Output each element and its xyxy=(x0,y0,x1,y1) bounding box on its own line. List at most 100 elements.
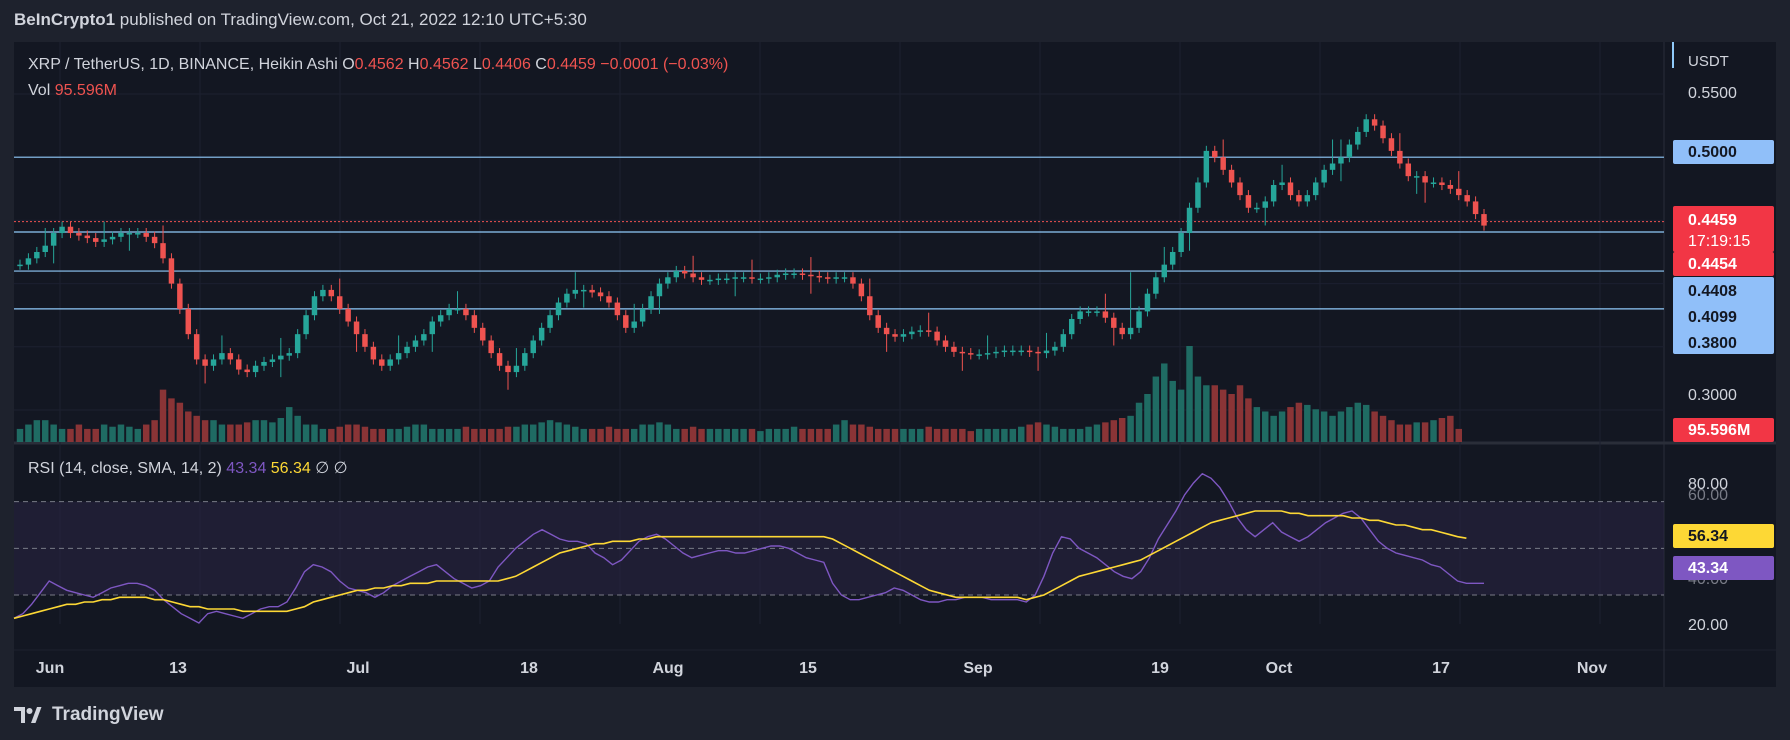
candle[interactable] xyxy=(715,278,722,281)
candle[interactable] xyxy=(1052,346,1058,351)
candle[interactable] xyxy=(883,327,890,335)
candle[interactable] xyxy=(84,235,91,239)
candle[interactable] xyxy=(917,330,924,332)
candle[interactable] xyxy=(505,365,511,373)
candle[interactable] xyxy=(202,359,208,366)
candle[interactable] xyxy=(336,296,343,309)
candle[interactable] xyxy=(345,308,351,322)
candle[interactable] xyxy=(968,353,974,355)
candle[interactable] xyxy=(1136,311,1142,328)
candle[interactable] xyxy=(766,277,772,279)
candle[interactable] xyxy=(530,340,536,354)
candle[interactable] xyxy=(42,245,48,252)
candle[interactable] xyxy=(1035,351,1041,354)
candle[interactable] xyxy=(67,226,74,234)
candle[interactable] xyxy=(909,331,915,335)
candle[interactable] xyxy=(1018,350,1024,353)
candle[interactable] xyxy=(126,233,133,235)
candle[interactable] xyxy=(219,353,225,360)
candle[interactable] xyxy=(841,277,848,279)
candle[interactable] xyxy=(833,277,839,279)
candle[interactable] xyxy=(1279,182,1285,186)
candle[interactable] xyxy=(1346,144,1353,158)
candle[interactable] xyxy=(1413,176,1420,178)
candle[interactable] xyxy=(1077,311,1083,319)
candle[interactable] xyxy=(724,278,730,281)
candle[interactable] xyxy=(421,334,427,341)
candle[interactable] xyxy=(867,296,873,316)
candle[interactable] xyxy=(1153,277,1159,294)
candle[interactable] xyxy=(631,321,637,328)
candle[interactable] xyxy=(177,283,183,309)
candle[interactable] xyxy=(1439,182,1445,186)
candle[interactable] xyxy=(673,270,680,278)
candle[interactable] xyxy=(92,238,99,242)
candle[interactable] xyxy=(1161,264,1168,278)
candle[interactable] xyxy=(1001,350,1008,353)
candle[interactable] xyxy=(496,353,503,366)
candle[interactable] xyxy=(1430,182,1437,184)
candle[interactable] xyxy=(1405,163,1412,177)
price-axis-area[interactable] xyxy=(1664,42,1776,687)
candle[interactable] xyxy=(278,355,284,360)
candle[interactable] xyxy=(160,243,166,259)
candle[interactable] xyxy=(252,365,259,373)
candle[interactable] xyxy=(1304,195,1311,202)
candle[interactable] xyxy=(1456,188,1462,196)
candle[interactable] xyxy=(454,308,461,311)
candle[interactable] xyxy=(236,359,242,370)
candle[interactable] xyxy=(379,359,385,366)
candle[interactable] xyxy=(564,293,570,303)
candle[interactable] xyxy=(623,315,629,328)
candle[interactable] xyxy=(328,289,335,297)
candle[interactable] xyxy=(606,296,612,303)
candle[interactable] xyxy=(269,359,276,362)
candle[interactable] xyxy=(555,302,562,316)
candle[interactable] xyxy=(1186,207,1193,234)
candle[interactable] xyxy=(244,369,250,373)
candle[interactable] xyxy=(757,278,764,281)
candle[interactable] xyxy=(639,308,646,322)
candle[interactable] xyxy=(1195,182,1201,208)
candle[interactable] xyxy=(976,354,982,356)
candle[interactable] xyxy=(824,277,831,279)
candle[interactable] xyxy=(395,353,402,360)
candle[interactable] xyxy=(614,302,621,316)
candle[interactable] xyxy=(1447,185,1454,189)
candle[interactable] xyxy=(480,327,486,341)
candle[interactable] xyxy=(353,321,360,335)
candle[interactable] xyxy=(774,274,780,278)
candle[interactable] xyxy=(1254,207,1260,210)
candle[interactable] xyxy=(1043,350,1050,354)
candle[interactable] xyxy=(597,292,604,297)
candle[interactable] xyxy=(1237,182,1243,196)
candle[interactable] xyxy=(1355,131,1361,145)
candle[interactable] xyxy=(1262,201,1268,208)
candle[interactable] xyxy=(446,308,452,316)
candle[interactable] xyxy=(984,353,991,355)
candle[interactable] xyxy=(1144,293,1151,312)
candle[interactable] xyxy=(1094,311,1100,313)
candle[interactable] xyxy=(1397,150,1403,164)
candle[interactable] xyxy=(437,315,444,322)
candle[interactable] xyxy=(1464,195,1470,202)
candle[interactable] xyxy=(412,340,419,347)
candle[interactable] xyxy=(17,264,23,267)
candle[interactable] xyxy=(135,233,141,235)
candle[interactable] xyxy=(286,353,292,356)
candle[interactable] xyxy=(404,346,410,354)
candle[interactable] xyxy=(1203,150,1210,183)
candle[interactable] xyxy=(690,273,696,278)
candle[interactable] xyxy=(740,277,747,279)
candle[interactable] xyxy=(900,334,907,337)
candle[interactable] xyxy=(547,315,553,328)
candle[interactable] xyxy=(648,296,654,309)
candle[interactable] xyxy=(1060,334,1067,347)
candle[interactable] xyxy=(791,273,797,275)
candle[interactable] xyxy=(1119,327,1125,335)
candle[interactable] xyxy=(1296,195,1302,202)
candle[interactable] xyxy=(1312,182,1319,196)
candle[interactable] xyxy=(463,308,469,316)
candle[interactable] xyxy=(993,351,999,354)
candle[interactable] xyxy=(951,346,957,352)
